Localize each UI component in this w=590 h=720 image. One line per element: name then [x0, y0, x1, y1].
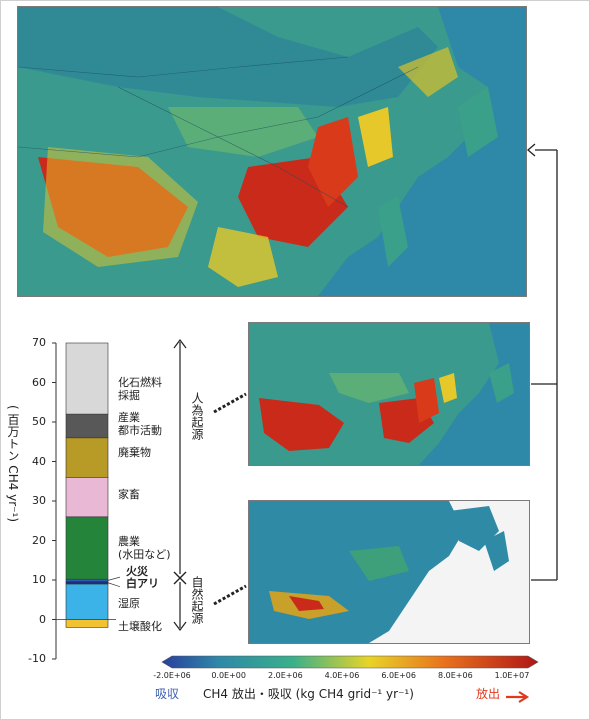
- y-tick-label: 60: [32, 375, 46, 389]
- emit-label: 放出: [476, 687, 501, 701]
- stacked-bar: [52, 342, 120, 660]
- colorbar: [161, 655, 539, 669]
- leader-line: [107, 582, 120, 588]
- bar-segment: [65, 619, 109, 628]
- origin-brackets: [173, 339, 187, 631]
- segment-label: 火災: [126, 565, 148, 578]
- y-axis-label: ( 百万トン CH4 yr⁻¹): [6, 405, 20, 523]
- colorbar-tick: 6.0E+06: [381, 671, 416, 680]
- colorbar-tick: 2.0E+06: [267, 671, 303, 680]
- colorbar-tick: 0.0E+00: [211, 671, 246, 680]
- total-emission-map: [17, 6, 527, 297]
- bracket-connectors: [213, 392, 247, 606]
- y-tick-label: 20: [32, 533, 46, 547]
- bar-segment: [65, 477, 109, 518]
- bar-segment: [65, 581, 109, 585]
- bar-segment: [65, 516, 109, 580]
- segment-label: 湿原: [118, 597, 140, 610]
- y-tick-label: 10: [32, 573, 46, 586]
- y-tick-label: 40: [32, 454, 46, 468]
- bar-segment: [65, 342, 109, 415]
- y-tick-label: 70: [32, 336, 46, 349]
- segment-label: 白アリ: [126, 577, 159, 590]
- segment-label: 家畜: [118, 488, 140, 501]
- colorbar-tick: 8.0E+06: [437, 671, 473, 680]
- segment-label: 土壌酸化: [118, 620, 162, 633]
- anthropogenic-label: 人為起源: [190, 392, 204, 440]
- bar-segment: [65, 413, 109, 439]
- segment-label: 産業 都市活動: [118, 411, 162, 437]
- absorb-label: 吸収: [155, 687, 180, 701]
- y-tick-label: 0: [39, 612, 46, 626]
- bar-segment: [65, 578, 109, 582]
- anthropogenic-map: [248, 322, 530, 466]
- bar-segment: [65, 583, 109, 620]
- natural-label: 自然起源: [190, 576, 204, 624]
- bar-segment: [65, 437, 109, 478]
- segment-label: 化石燃料 採掘: [118, 376, 162, 402]
- y-tick-label: 50: [32, 415, 46, 428]
- natural-map: [248, 500, 530, 644]
- y-tick-label: -10: [28, 652, 46, 665]
- emit-arrow-icon: [506, 691, 530, 703]
- y-tick-label: 30: [32, 494, 46, 507]
- merge-connector: [527, 143, 558, 581]
- colorbar-title: CH4 放出・吸収 (kg CH4 grid⁻¹ yr⁻¹): [203, 687, 414, 701]
- segment-label: 農業 (水田など): [118, 535, 171, 561]
- colorbar-tick: -2.0E+06: [153, 671, 191, 680]
- colorbar-tick: 4.0E+06: [324, 671, 360, 680]
- segment-label: 廃棄物: [118, 446, 151, 459]
- colorbar-tick: 1.0E+07: [494, 671, 530, 680]
- leader-line: [107, 576, 120, 581]
